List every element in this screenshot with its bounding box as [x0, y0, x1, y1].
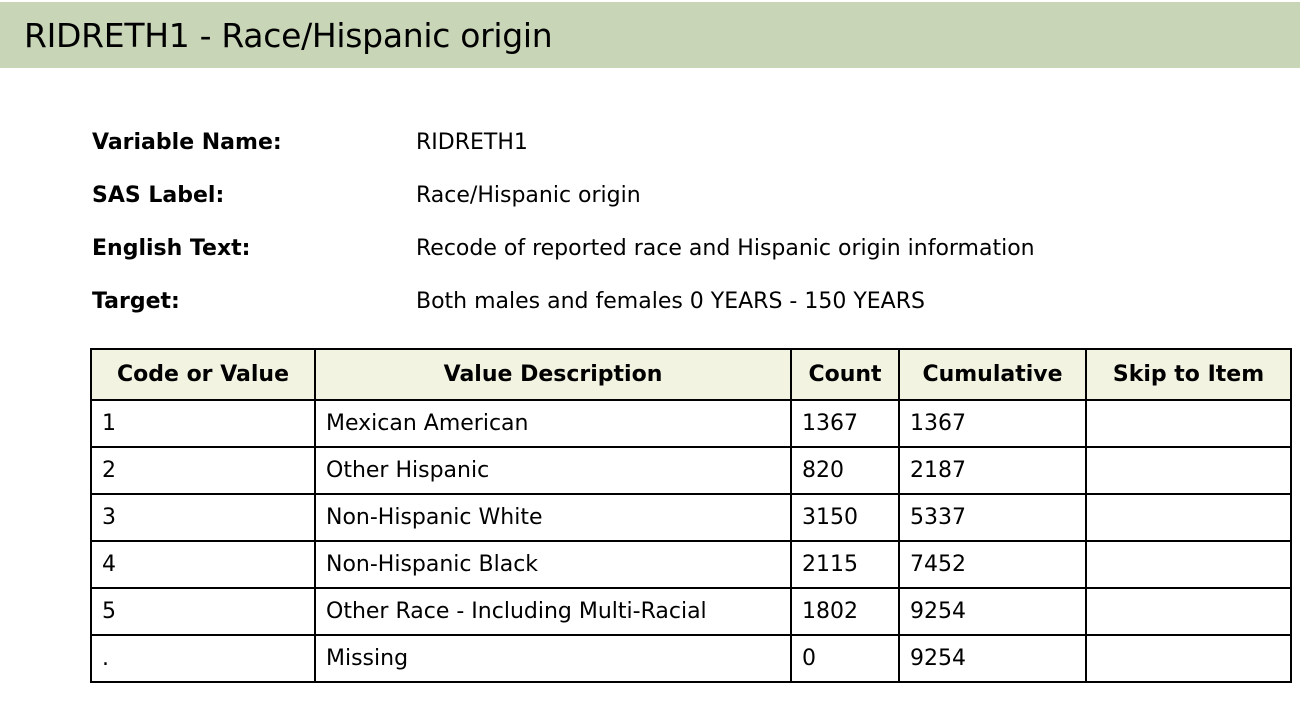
cell-description: Other Race - Including Multi-Racial: [314, 587, 792, 636]
cell-skip: [1085, 634, 1292, 683]
cell-cumulative: 9254: [898, 634, 1087, 683]
cell-code: 5: [90, 587, 316, 636]
column-header-description: Value Description: [314, 348, 792, 401]
meta-value: Both males and females 0 YEARS - 150 YEA…: [416, 289, 925, 314]
column-header-count: Count: [790, 348, 900, 401]
cell-count: 0: [790, 634, 900, 683]
cell-code: 2: [90, 446, 316, 495]
cell-count: 1802: [790, 587, 900, 636]
meta-label: Target:: [92, 289, 180, 314]
cell-count: 3150: [790, 493, 900, 542]
cell-count: 820: [790, 446, 900, 495]
cell-description: Mexican American: [314, 399, 792, 448]
page-header: RIDRETH1 - Race/Hispanic origin: [0, 2, 1300, 68]
cell-description: Non-Hispanic Black: [314, 540, 792, 589]
meta-value: Recode of reported race and Hispanic ori…: [416, 236, 1035, 261]
cell-count: 2115: [790, 540, 900, 589]
cell-skip: [1085, 446, 1292, 495]
meta-value: Race/Hispanic origin: [416, 183, 641, 208]
meta-label: SAS Label:: [92, 183, 225, 208]
cell-code: 4: [90, 540, 316, 589]
table-row: 3 Non-Hispanic White 3150 5337: [90, 493, 1292, 542]
table-row: . Missing 0 9254: [90, 634, 1292, 683]
value-table: Code or Value Value Description Count Cu…: [90, 348, 1292, 683]
cell-cumulative: 1367: [898, 399, 1087, 448]
cell-code: .: [90, 634, 316, 683]
cell-skip: [1085, 587, 1292, 636]
table-row: 1 Mexican American 1367 1367: [90, 399, 1292, 448]
cell-description: Other Hispanic: [314, 446, 792, 495]
cell-cumulative: 2187: [898, 446, 1087, 495]
cell-skip: [1085, 493, 1292, 542]
table-row: 2 Other Hispanic 820 2187: [90, 446, 1292, 495]
cell-description: Non-Hispanic White: [314, 493, 792, 542]
cell-code: 1: [90, 399, 316, 448]
meta-label: English Text:: [92, 236, 251, 261]
cell-cumulative: 5337: [898, 493, 1087, 542]
cell-cumulative: 7452: [898, 540, 1087, 589]
table-row: 4 Non-Hispanic Black 2115 7452: [90, 540, 1292, 589]
cell-description: Missing: [314, 634, 792, 683]
table-header-row: Code or Value Value Description Count Cu…: [90, 348, 1292, 401]
cell-count: 1367: [790, 399, 900, 448]
column-header-skip: Skip to Item: [1085, 348, 1292, 401]
cell-skip: [1085, 540, 1292, 589]
cell-skip: [1085, 399, 1292, 448]
cell-code: 3: [90, 493, 316, 542]
meta-label: Variable Name:: [92, 130, 282, 155]
page-title: RIDRETH1 - Race/Hispanic origin: [24, 16, 553, 55]
cell-cumulative: 9254: [898, 587, 1087, 636]
table-row: 5 Other Race - Including Multi-Racial 18…: [90, 587, 1292, 636]
meta-value: RIDRETH1: [416, 130, 528, 155]
column-header-code: Code or Value: [90, 348, 316, 401]
column-header-cumulative: Cumulative: [898, 348, 1087, 401]
